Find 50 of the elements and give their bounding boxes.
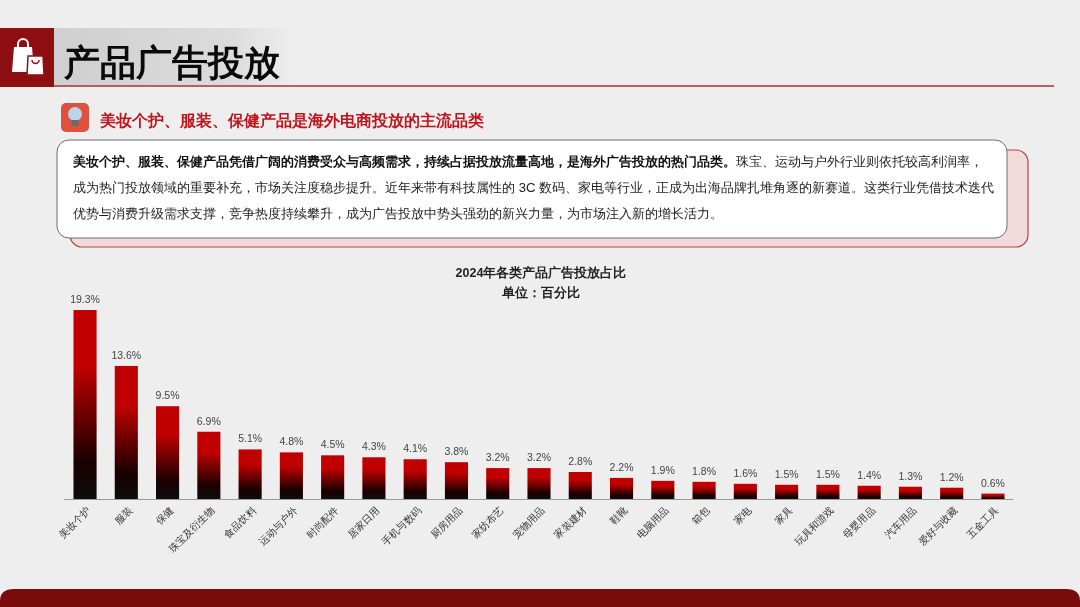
data-label: 3.8% [444, 445, 469, 458]
data-label: 1.9% [650, 463, 675, 476]
data-label: 2.8% [568, 455, 593, 468]
x-tick-label: 保健 [153, 504, 176, 527]
x-tick-label: 玩具和游戏 [792, 504, 836, 548]
x-tick-label: 家纺布艺 [469, 504, 506, 541]
data-label: 0.6% [981, 476, 1005, 489]
data-label: 9.5% [155, 389, 180, 402]
x-tick-label: 美妆个护 [56, 504, 93, 541]
data-label: 5.1% [238, 432, 263, 445]
x-tick-label: 居家日用 [345, 504, 382, 541]
x-tick-label: 宠物用品 [510, 504, 547, 541]
x-tick-label: 服装 [112, 504, 135, 527]
x-tick-label: 家电 [731, 504, 754, 527]
x-tick-label: 手机与数码 [379, 504, 424, 548]
text: 产品广告投放 [63, 42, 280, 83]
chart-title: 2024年各类产品广告投放占比 [455, 265, 627, 280]
chart-subtitle: 单位：百分比 [501, 285, 580, 300]
data-label: 4.3% [361, 440, 386, 453]
x-tick-label: 电脑用品 [634, 504, 671, 541]
x-tick-label: 五金工具 [964, 504, 1001, 541]
data-label: 1.6% [733, 466, 758, 479]
data-label: 1.5% [774, 467, 799, 480]
data-label: 6.9% [196, 414, 221, 427]
data-label: 1.2% [939, 470, 964, 483]
data-label: 1.4% [857, 468, 882, 481]
data-label: 4.8% [279, 435, 304, 448]
x-tick-label: 时尚配件 [304, 504, 341, 541]
x-tick-label: 厨房用品 [428, 504, 465, 541]
x-tick-label: 箱包 [690, 504, 712, 527]
x-tick-label: 爱好与收藏 [916, 504, 960, 548]
data-label: 1.5% [815, 467, 840, 480]
data-label: 3.2% [527, 451, 551, 464]
data-label: 4.1% [403, 442, 428, 455]
data-label: 19.3% [70, 293, 100, 305]
x-tick-label: 母婴用品 [840, 504, 878, 541]
data-label: 3.2% [485, 451, 510, 464]
text: 美妆个护、服装、保健产品凭借广阔的消费受众与高频需求，持续占据投放流量高地，是海外广告投放的热门品类。珠宝、运动与户外行业则依托较高利润率，成为热门投放领域的重要补充，市场关注度稳步提升。近年来带有科技属性的 3C 数码、家电等行业，正成为出海品牌扎堆角逐的新赛道。这类行业凭借技术迭代优势与消费升级需求支撑，竞争热度持续攀升，成为广告投放中势头强劲的新兴力量，为市场注入新的增长活力。 [73, 154, 995, 221]
data-label: 1.3% [898, 469, 923, 482]
text: 美妆个护、服装、保健产品是海外电商投放的主流品类 [99, 111, 484, 129]
x-tick-label: 鞋靴 [607, 504, 630, 527]
x-tick-label: 家具 [772, 504, 795, 527]
x-tick-label: 家装建材 [552, 504, 589, 541]
x-tick-label: 运动与户外 [256, 504, 300, 548]
x-tick-label: 汽车用品 [882, 504, 919, 541]
x-tick-label: 食品饮料 [221, 504, 258, 541]
data-label: 1.8% [692, 464, 717, 477]
data-label: 4.5% [320, 438, 345, 451]
data-label: 13.6% [111, 348, 142, 361]
data-label: 2.2% [609, 460, 634, 473]
